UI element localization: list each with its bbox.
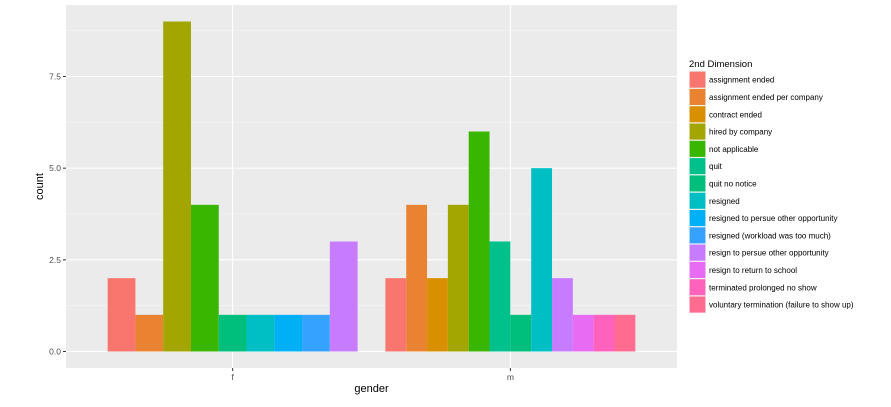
bar-m-resign-to-return-to-school xyxy=(572,314,594,352)
legend-key-quit-no-notice xyxy=(689,175,706,192)
y-tick-label: 5.0 xyxy=(49,163,61,173)
legend-key-assignment-ended xyxy=(689,71,706,88)
bar-m-resign-to-persue-other-opportunity xyxy=(552,278,573,352)
legend-label-hired-by-company: hired by company xyxy=(709,128,772,137)
y-tick-label: 2.5 xyxy=(49,255,61,265)
legend-label-assignment-ended-per-company: assignment ended per company xyxy=(709,93,823,102)
legend-label-resigned: resigned xyxy=(709,197,740,206)
bar-m-quit-no-notice xyxy=(510,314,532,352)
bar-f-resigned-to-persue-other-opportunity xyxy=(274,314,303,352)
legend-label-resigned-workload-was-too-much: resigned (workload was too much) xyxy=(709,231,831,240)
legend-key-resigned-to-persue-other-opportunity xyxy=(689,210,706,227)
legend-key-not-applicable xyxy=(689,140,706,157)
x-axis-title: gender xyxy=(354,383,389,395)
legend-key-contract-ended xyxy=(689,106,706,123)
plot-panel xyxy=(66,5,677,368)
bar-m-voluntary-termination-failure-to-show-up xyxy=(614,314,636,352)
y-tick-label: 0.0 xyxy=(49,347,61,357)
legend-label-quit: quit xyxy=(709,162,723,171)
bar-m-assignment-ended-per-company xyxy=(406,204,428,352)
bar-f-resign-to-persue-other-opportunity xyxy=(329,241,358,352)
bar-m-not-applicable xyxy=(468,131,490,352)
legend-label-resign-to-return-to-school: resign to return to school xyxy=(709,266,797,275)
legend-label-resigned-to-persue-other-opportunity: resigned to persue other opportunity xyxy=(709,214,838,223)
bar-m-hired-by-company xyxy=(447,204,469,352)
legend-label-not-applicable: not applicable xyxy=(709,145,759,154)
bar-m-assignment-ended xyxy=(385,278,407,352)
legend-label-quit-no-notice: quit no notice xyxy=(709,179,757,188)
legend-label-assignment-ended: assignment ended xyxy=(709,76,774,85)
bar-m-terminated-prolonged-no-show xyxy=(593,314,615,352)
bar-f-assignment-ended-per-company xyxy=(135,314,164,352)
legend-key-quit xyxy=(689,158,706,175)
legend-title: 2nd Dimension xyxy=(689,59,752,70)
bar-f-assignment-ended xyxy=(107,278,136,352)
legend-key-resigned-workload-was-too-much xyxy=(689,227,706,244)
legend-label-contract-ended: contract ended xyxy=(709,110,762,119)
y-tick-label: 7.5 xyxy=(49,72,61,82)
x-tick-label: m xyxy=(507,372,514,382)
legend-key-resign-to-return-to-school xyxy=(689,261,706,278)
bar-f-quit-no-notice xyxy=(218,314,247,352)
bar-f-not-applicable xyxy=(190,204,219,352)
legend-label-resign-to-persue-other-opportunity: resign to persue other opportunity xyxy=(709,249,829,258)
legend-label-terminated-prolonged-no-show: terminated prolonged no show xyxy=(709,283,817,292)
legend-key-assignment-ended-per-company xyxy=(689,88,706,105)
legend-label-voluntary-termination-failure-to-show-up: voluntary termination (failure to show u… xyxy=(709,301,854,310)
bar-f-resigned xyxy=(246,314,275,352)
legend-key-resign-to-persue-other-opportunity xyxy=(689,244,706,261)
bar-m-quit xyxy=(489,241,511,352)
bar-m-resigned xyxy=(531,168,553,352)
y-axis-title: count xyxy=(34,173,46,200)
legend-key-hired-by-company xyxy=(689,123,706,140)
legend-key-resigned xyxy=(689,192,706,209)
bar-m-contract-ended xyxy=(427,278,448,352)
legend-key-voluntary-termination-failure-to-show-up xyxy=(689,296,706,313)
x-tick-label: f xyxy=(231,372,234,382)
bar-f-hired-by-company xyxy=(163,21,191,352)
legend-key-terminated-prolonged-no-show xyxy=(689,279,706,296)
bar-f-resigned-workload-was-too-much xyxy=(302,314,330,352)
